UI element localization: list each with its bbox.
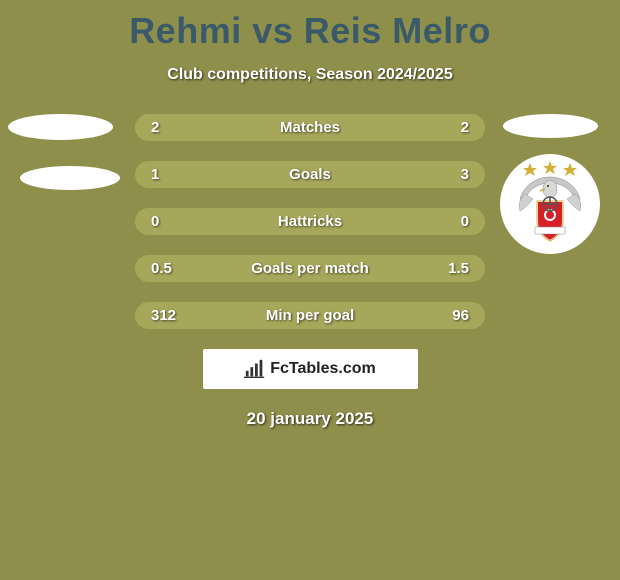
stat-left-value: 1 [151, 166, 159, 183]
stat-right-value: 3 [461, 166, 469, 183]
stat-bar: 1 Goals 3 [135, 161, 485, 188]
stat-label: Matches [280, 119, 340, 136]
page-title: Rehmi vs Reis Melro [0, 0, 620, 52]
stat-bar: 0.5 Goals per match 1.5 [135, 255, 485, 282]
stat-right-value: 2 [461, 119, 469, 136]
stat-left-value: 2 [151, 119, 159, 136]
stat-row: 1 Goals 3 [0, 161, 620, 188]
brand-box: FcTables.com [203, 349, 418, 389]
stat-right-value: 1.5 [448, 260, 469, 277]
brand-text: FcTables.com [270, 360, 376, 378]
bar-chart-icon [244, 358, 266, 380]
stat-row: 2 Matches 2 [0, 114, 620, 141]
stat-bar: 312 Min per goal 96 [135, 302, 485, 329]
comparison-infographic: Rehmi vs Reis Melro Club competitions, S… [0, 0, 620, 580]
stat-left-value: 0.5 [151, 260, 172, 277]
stat-label: Hattricks [278, 213, 342, 230]
stat-right-value: 0 [461, 213, 469, 230]
stat-left-value: 0 [151, 213, 159, 230]
stat-left-value: 312 [151, 307, 176, 324]
brand-inner: FcTables.com [244, 358, 376, 380]
stat-bar: 0 Hattricks 0 [135, 208, 485, 235]
stat-label: Min per goal [266, 307, 354, 324]
stat-row: 0 Hattricks 0 [0, 208, 620, 235]
stat-right-value: 96 [452, 307, 469, 324]
subtitle: Club competitions, Season 2024/2025 [0, 66, 620, 84]
stat-label: Goals per match [251, 260, 369, 277]
stat-row: 0.5 Goals per match 1.5 [0, 255, 620, 282]
stat-bar: 2 Matches 2 [135, 114, 485, 141]
date-text: 20 january 2025 [0, 409, 620, 429]
stat-label: Goals [289, 166, 331, 183]
stats-area: 2 Matches 2 1 Goals 3 0 Hattricks 0 0.5 … [0, 114, 620, 329]
stat-row: 312 Min per goal 96 [0, 302, 620, 329]
